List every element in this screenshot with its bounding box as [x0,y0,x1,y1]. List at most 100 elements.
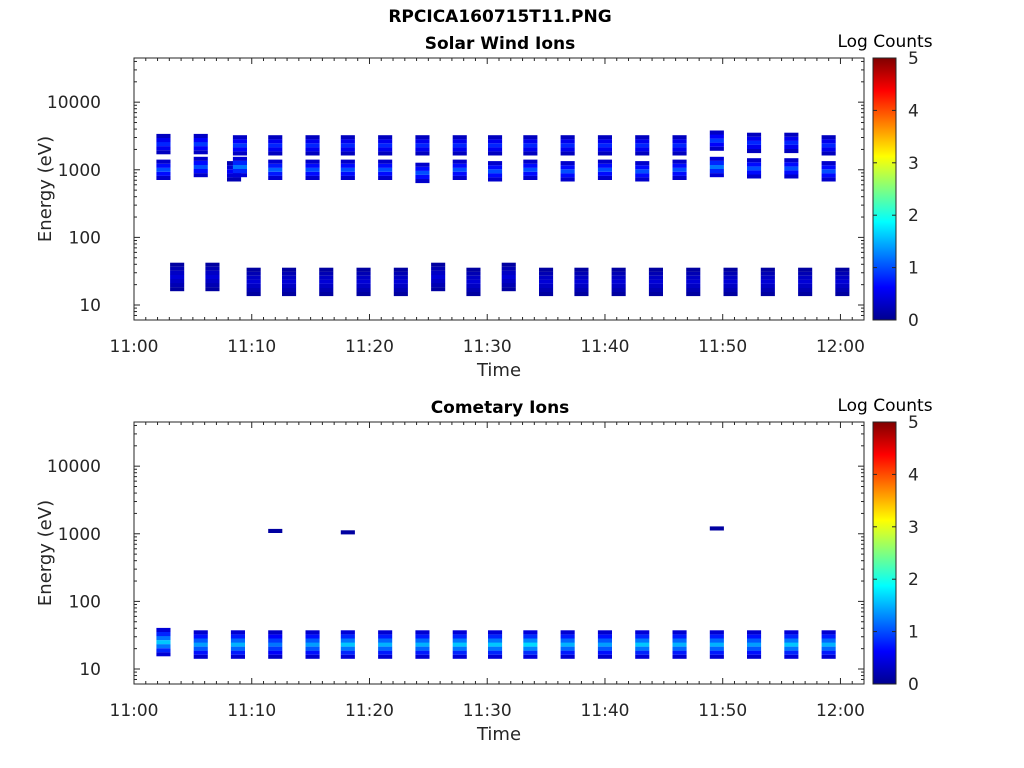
data-cell [821,650,836,655]
data-cell [523,163,538,168]
data-cell [784,149,799,154]
colorbar-tick-label: 5 [908,413,919,433]
data-cell [305,167,320,172]
y-tick-label: 100 [69,592,101,612]
data-cell [747,634,762,639]
data-cell [193,160,208,165]
data-cell [305,163,320,168]
data-cell [798,275,813,280]
colorbar-tick-label: 2 [908,570,919,590]
data-cell [378,634,393,639]
data-cell [821,173,836,178]
colorbar-tick-label: 3 [908,154,919,174]
data-cell [452,163,467,168]
data-cell [305,638,320,643]
data-cell [635,165,650,170]
data-cell [268,159,283,164]
data-cell [672,143,687,148]
data-cell [747,136,762,141]
data-cell [305,139,320,144]
data-cell [488,638,503,643]
data-cell [282,275,297,280]
y-tick-label: 10 [79,296,101,316]
data-cell [415,143,430,148]
data-cell [431,279,446,284]
data-cell [340,139,355,144]
data-cell [282,279,297,284]
data-cell [672,171,687,176]
data-cell [466,275,481,280]
data-cell [156,146,171,151]
plot-area [133,57,865,321]
data-cell [415,170,430,175]
data-cell [635,650,650,655]
data-cell [747,638,762,643]
data-cell [488,630,503,635]
x-axis: 11:00 11:10 11:20 11:30 11:40 11:50 12:00 Time [110,58,865,381]
data-cell [597,151,612,156]
data-cell [611,287,626,292]
data-cell [156,159,171,164]
data-cell [452,167,467,172]
data-cell [648,279,663,284]
data-cell [340,171,355,176]
data-cell [246,271,261,276]
data-cell [539,275,554,280]
data-cell [784,136,799,141]
data-cell [539,267,554,272]
data-cell [747,170,762,175]
x-tick-label: 11:40 [580,337,629,357]
data-cell [784,132,799,137]
data-cell [170,274,185,279]
data-cell [466,267,481,272]
data-cell [672,654,687,659]
data-cell [378,159,393,164]
data-cell [452,638,467,643]
data-cell [378,163,393,168]
data-cell [560,650,575,655]
data-cell [452,175,467,180]
data-cell [378,139,393,144]
data-cell [501,262,516,267]
data-cell [523,143,538,148]
data-cell [452,151,467,156]
data-cell [356,287,371,292]
data-cell [747,158,762,163]
data-cell [747,132,762,137]
data-cell [205,287,220,292]
data-cell [230,634,245,639]
data-cell [723,279,738,284]
data-cell [378,167,393,172]
x-tick-label: 11:20 [345,337,394,357]
data-cell [415,166,430,171]
data-cell [356,279,371,284]
data-cell [686,271,701,276]
data-cell [488,169,503,174]
data-cell [597,163,612,168]
data-cell [539,287,554,292]
data-cell [466,287,481,292]
data-cell [232,156,247,161]
data-cell [378,646,393,651]
data-cell [415,630,430,635]
data-cell [501,270,516,275]
data-cell [798,287,813,292]
data-cell [230,638,245,643]
data-cell [431,262,446,267]
data-cell [156,636,171,641]
panel-title: Solar Wind Ions [425,34,576,54]
data-cell [709,646,724,651]
data-cell [232,143,247,148]
data-cell [193,638,208,643]
data-cell [672,638,687,643]
data-cell [156,171,171,176]
data-cell [723,275,738,280]
data-cell [393,271,408,276]
data-cell [523,654,538,659]
data-cell [611,279,626,284]
data-cell [709,164,724,169]
data-cell [230,630,245,635]
data-cell [821,147,836,152]
data-cell [268,634,283,639]
data-cell [488,161,503,166]
